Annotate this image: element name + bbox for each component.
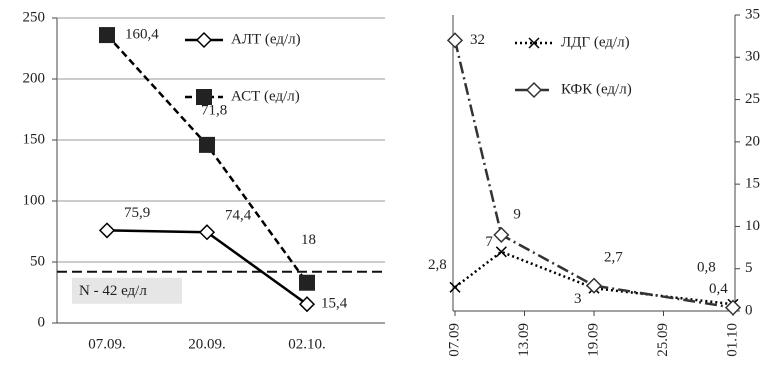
x-tick-label: 20.09. [188,336,226,352]
marker [446,32,464,49]
x-tick-label: 02.10. [288,336,326,352]
y-tick-label: 15 [745,176,760,192]
y-tick-label: 150 [23,131,46,147]
y-tick-label: 0 [38,314,46,330]
series-line [453,40,734,309]
data-label: 3 [574,291,582,307]
legend-label: АЛТ (ед/л) [231,31,301,47]
legend-marker [196,89,212,105]
y-tick-label: 200 [23,70,46,86]
marker [299,274,315,291]
x-tick-label: 07.09 [446,323,462,357]
marker [199,136,215,153]
marker [198,224,216,241]
data-label: 7 [485,234,493,250]
data-label: 74,4 [225,208,252,224]
legend-label: АСТ (ед/л) [231,88,300,104]
marker [298,296,316,313]
x-tick-label: 13.09 [516,323,532,357]
data-label: 0,4 [709,281,728,297]
annotation: 160,4 [125,27,159,43]
data-label: 2,7 [604,250,623,266]
y-tick-label: 35 [745,6,760,22]
series-line [106,34,309,284]
x-tick-label: 25.09 [655,323,671,357]
marker [724,299,742,316]
y-tick-label: 100 [23,192,46,208]
reference-label-box [72,277,182,304]
data-label: 2,8 [428,257,447,273]
data-label: 9 [513,206,521,222]
marker [495,246,507,258]
x-tick-label: 01.10 [724,323,740,357]
marker [449,281,461,293]
legend-label: ЛДГ (ед/л) [561,34,630,50]
data-label: 15,4 [321,296,348,312]
y-tick-label: 30 [745,49,760,65]
data-label: 75,9 [124,205,150,221]
marker [493,226,510,243]
reference-label: N - 42 ед/л [79,283,147,299]
y-tick-label: 25 [745,91,760,107]
y-tick-label: 250 [23,9,46,25]
annotation: 18 [301,232,316,248]
y-tick-label: 0 [745,302,753,318]
y-tick-label: 5 [745,260,753,276]
y-tick-label: 10 [745,218,760,234]
legend-label: КФК (ед/л) [561,81,632,97]
marker [585,277,603,294]
data-label: 0,8 [697,260,716,276]
annotation: 71,8 [201,102,227,118]
data-label: 32 [470,32,485,48]
y-tick-label: 50 [30,253,45,269]
x-tick-label: 07.09. [88,336,126,352]
y-tick-label: 20 [745,133,760,149]
legend-marker [525,81,543,99]
legend-marker [195,31,213,49]
legend-marker [528,37,540,49]
marker [99,27,115,44]
marker [98,222,116,239]
x-tick-label: 19.09 [585,323,601,357]
